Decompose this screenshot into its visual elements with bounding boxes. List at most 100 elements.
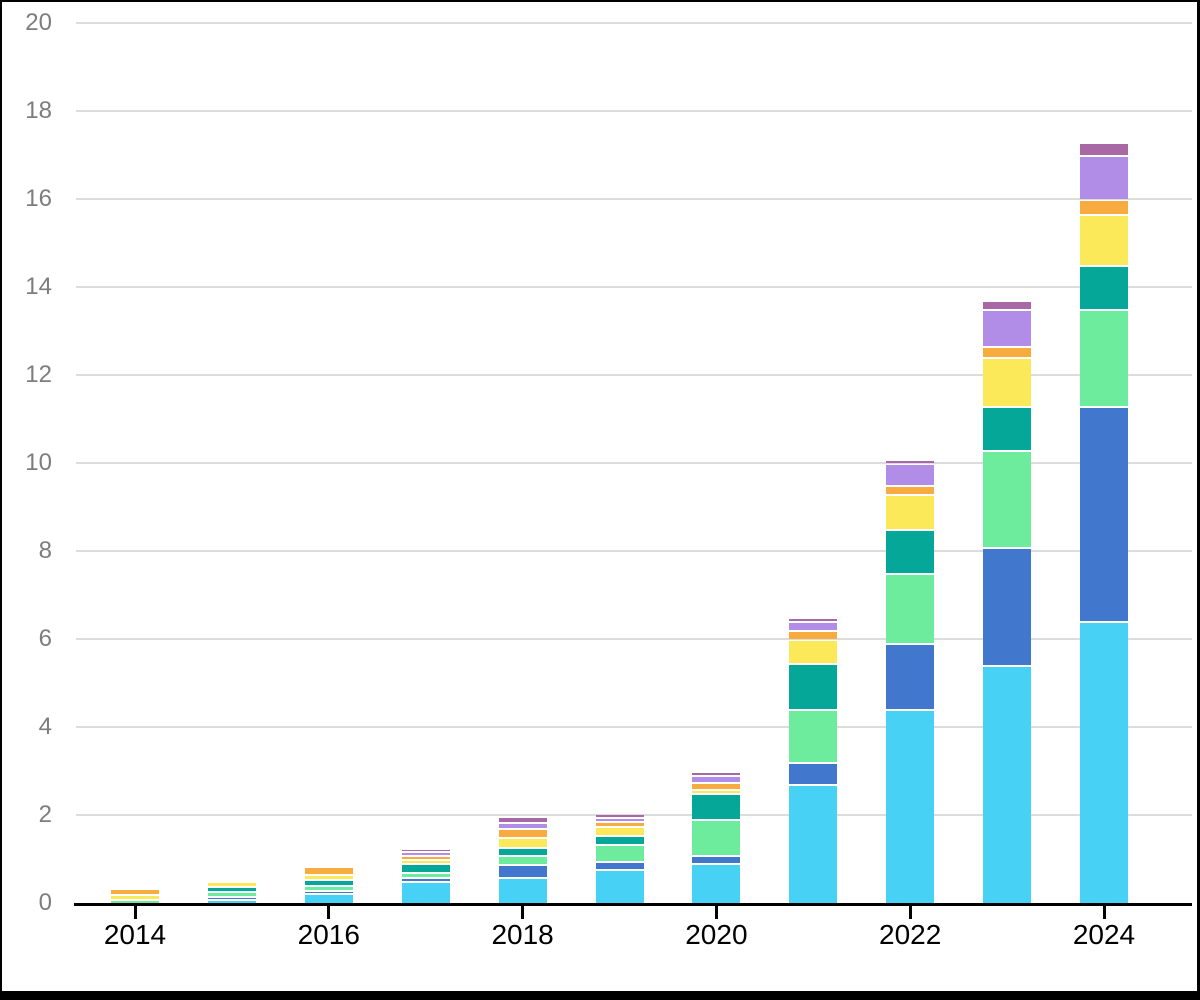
y-gridline — [76, 22, 1192, 24]
y-axis-tick-label: 4 — [38, 713, 52, 740]
y-axis-tick-label: 6 — [38, 625, 52, 652]
y-axis-tick-label: 14 — [25, 273, 52, 300]
y-gridline — [76, 110, 1192, 112]
y-axis-tick-label: 2 — [38, 801, 52, 828]
green-segment — [692, 821, 741, 855]
plum-segment — [595, 814, 644, 818]
plum-segment — [692, 773, 741, 776]
plum-segment — [983, 302, 1032, 309]
plum-segment — [789, 619, 838, 622]
light-blue-segment — [692, 865, 741, 903]
teal-segment — [207, 888, 256, 892]
orange-segment — [789, 632, 838, 639]
purple-segment — [1080, 157, 1128, 199]
orange-segment — [983, 348, 1032, 358]
royal-blue-segment — [692, 856, 741, 864]
y-gridline — [76, 550, 1192, 552]
green-segment — [1080, 311, 1128, 406]
yellow-segment — [595, 828, 644, 835]
x-axis-tick-label: 2022 — [879, 919, 942, 950]
y-axis-tick-label: 8 — [38, 537, 52, 564]
y-gridline — [76, 726, 1192, 728]
teal-segment — [789, 665, 838, 710]
orange-segment — [498, 830, 547, 837]
purple-segment — [595, 819, 644, 822]
light-blue-segment — [789, 786, 838, 903]
light-blue-segment — [401, 883, 450, 903]
teal-segment — [498, 848, 547, 856]
light-blue-segment — [595, 870, 644, 903]
green-segment — [111, 900, 159, 903]
x-axis-tick-label: 2018 — [491, 919, 554, 950]
purple-segment — [789, 623, 838, 631]
y-axis-tick-label: 10 — [25, 449, 52, 476]
royal-blue-segment — [207, 897, 256, 900]
teal-segment — [401, 865, 450, 873]
green-segment — [401, 874, 450, 878]
royal-blue-segment — [595, 863, 644, 869]
yellow-segment — [1080, 216, 1128, 265]
y-gridline — [76, 198, 1192, 200]
orange-segment — [1080, 201, 1128, 215]
royal-blue-segment — [498, 866, 547, 877]
yellow-segment — [789, 641, 838, 664]
yellow-segment — [983, 359, 1032, 406]
light-blue-segment — [886, 711, 935, 903]
orange-segment — [401, 856, 450, 859]
orange-segment — [111, 889, 159, 895]
light-blue-segment — [304, 895, 353, 903]
light-blue-segment — [207, 901, 256, 903]
light-blue-segment — [1080, 623, 1128, 903]
x-axis-tick — [133, 906, 137, 919]
royal-blue-segment — [789, 764, 838, 785]
x-axis-tick-label: 2024 — [1072, 919, 1136, 950]
x-axis-tick-label: 2014 — [103, 919, 167, 950]
orange-segment — [692, 784, 741, 789]
plum-segment — [401, 849, 450, 852]
x-axis-tick-label: 2020 — [685, 919, 748, 950]
orange-segment — [304, 867, 353, 875]
x-axis-tick — [521, 906, 525, 919]
green-segment — [304, 886, 353, 890]
x-axis-tick — [327, 906, 331, 919]
y-gridline — [76, 374, 1192, 376]
green-segment — [498, 857, 547, 865]
y-axis-tick-label: 0 — [38, 889, 52, 916]
royal-blue-segment — [983, 548, 1032, 666]
y-gridline — [76, 462, 1192, 464]
light-blue-segment — [983, 667, 1032, 903]
y-axis-tick-label: 20 — [25, 9, 52, 36]
teal-segment — [886, 531, 935, 573]
green-segment — [595, 845, 644, 862]
yellow-segment — [692, 790, 741, 793]
orange-segment — [595, 823, 644, 826]
x-axis-tick — [908, 906, 912, 919]
y-axis-tick-label: 18 — [25, 97, 52, 124]
purple-segment — [886, 465, 935, 485]
royal-blue-segment — [304, 891, 353, 894]
yellow-segment — [498, 839, 547, 847]
plum-segment — [498, 817, 547, 822]
royal-blue-segment — [886, 645, 935, 710]
yellow-segment — [304, 876, 353, 879]
x-axis-line — [74, 903, 1192, 906]
purple-segment — [692, 777, 741, 782]
purple-segment — [498, 823, 547, 829]
teal-segment — [595, 836, 644, 844]
yellow-segment — [401, 861, 450, 864]
x-axis-tick — [714, 906, 718, 919]
teal-segment — [1080, 267, 1128, 309]
purple-segment — [401, 853, 450, 855]
teal-segment — [692, 795, 741, 820]
royal-blue-segment — [401, 879, 450, 881]
yellow-segment — [207, 883, 256, 887]
yellow-segment — [886, 495, 935, 529]
royal-blue-segment — [1080, 407, 1128, 622]
y-gridline — [76, 286, 1192, 288]
green-segment — [886, 575, 935, 644]
y-gridline — [76, 638, 1192, 640]
plum-segment — [886, 460, 935, 463]
purple-segment — [983, 311, 1032, 347]
